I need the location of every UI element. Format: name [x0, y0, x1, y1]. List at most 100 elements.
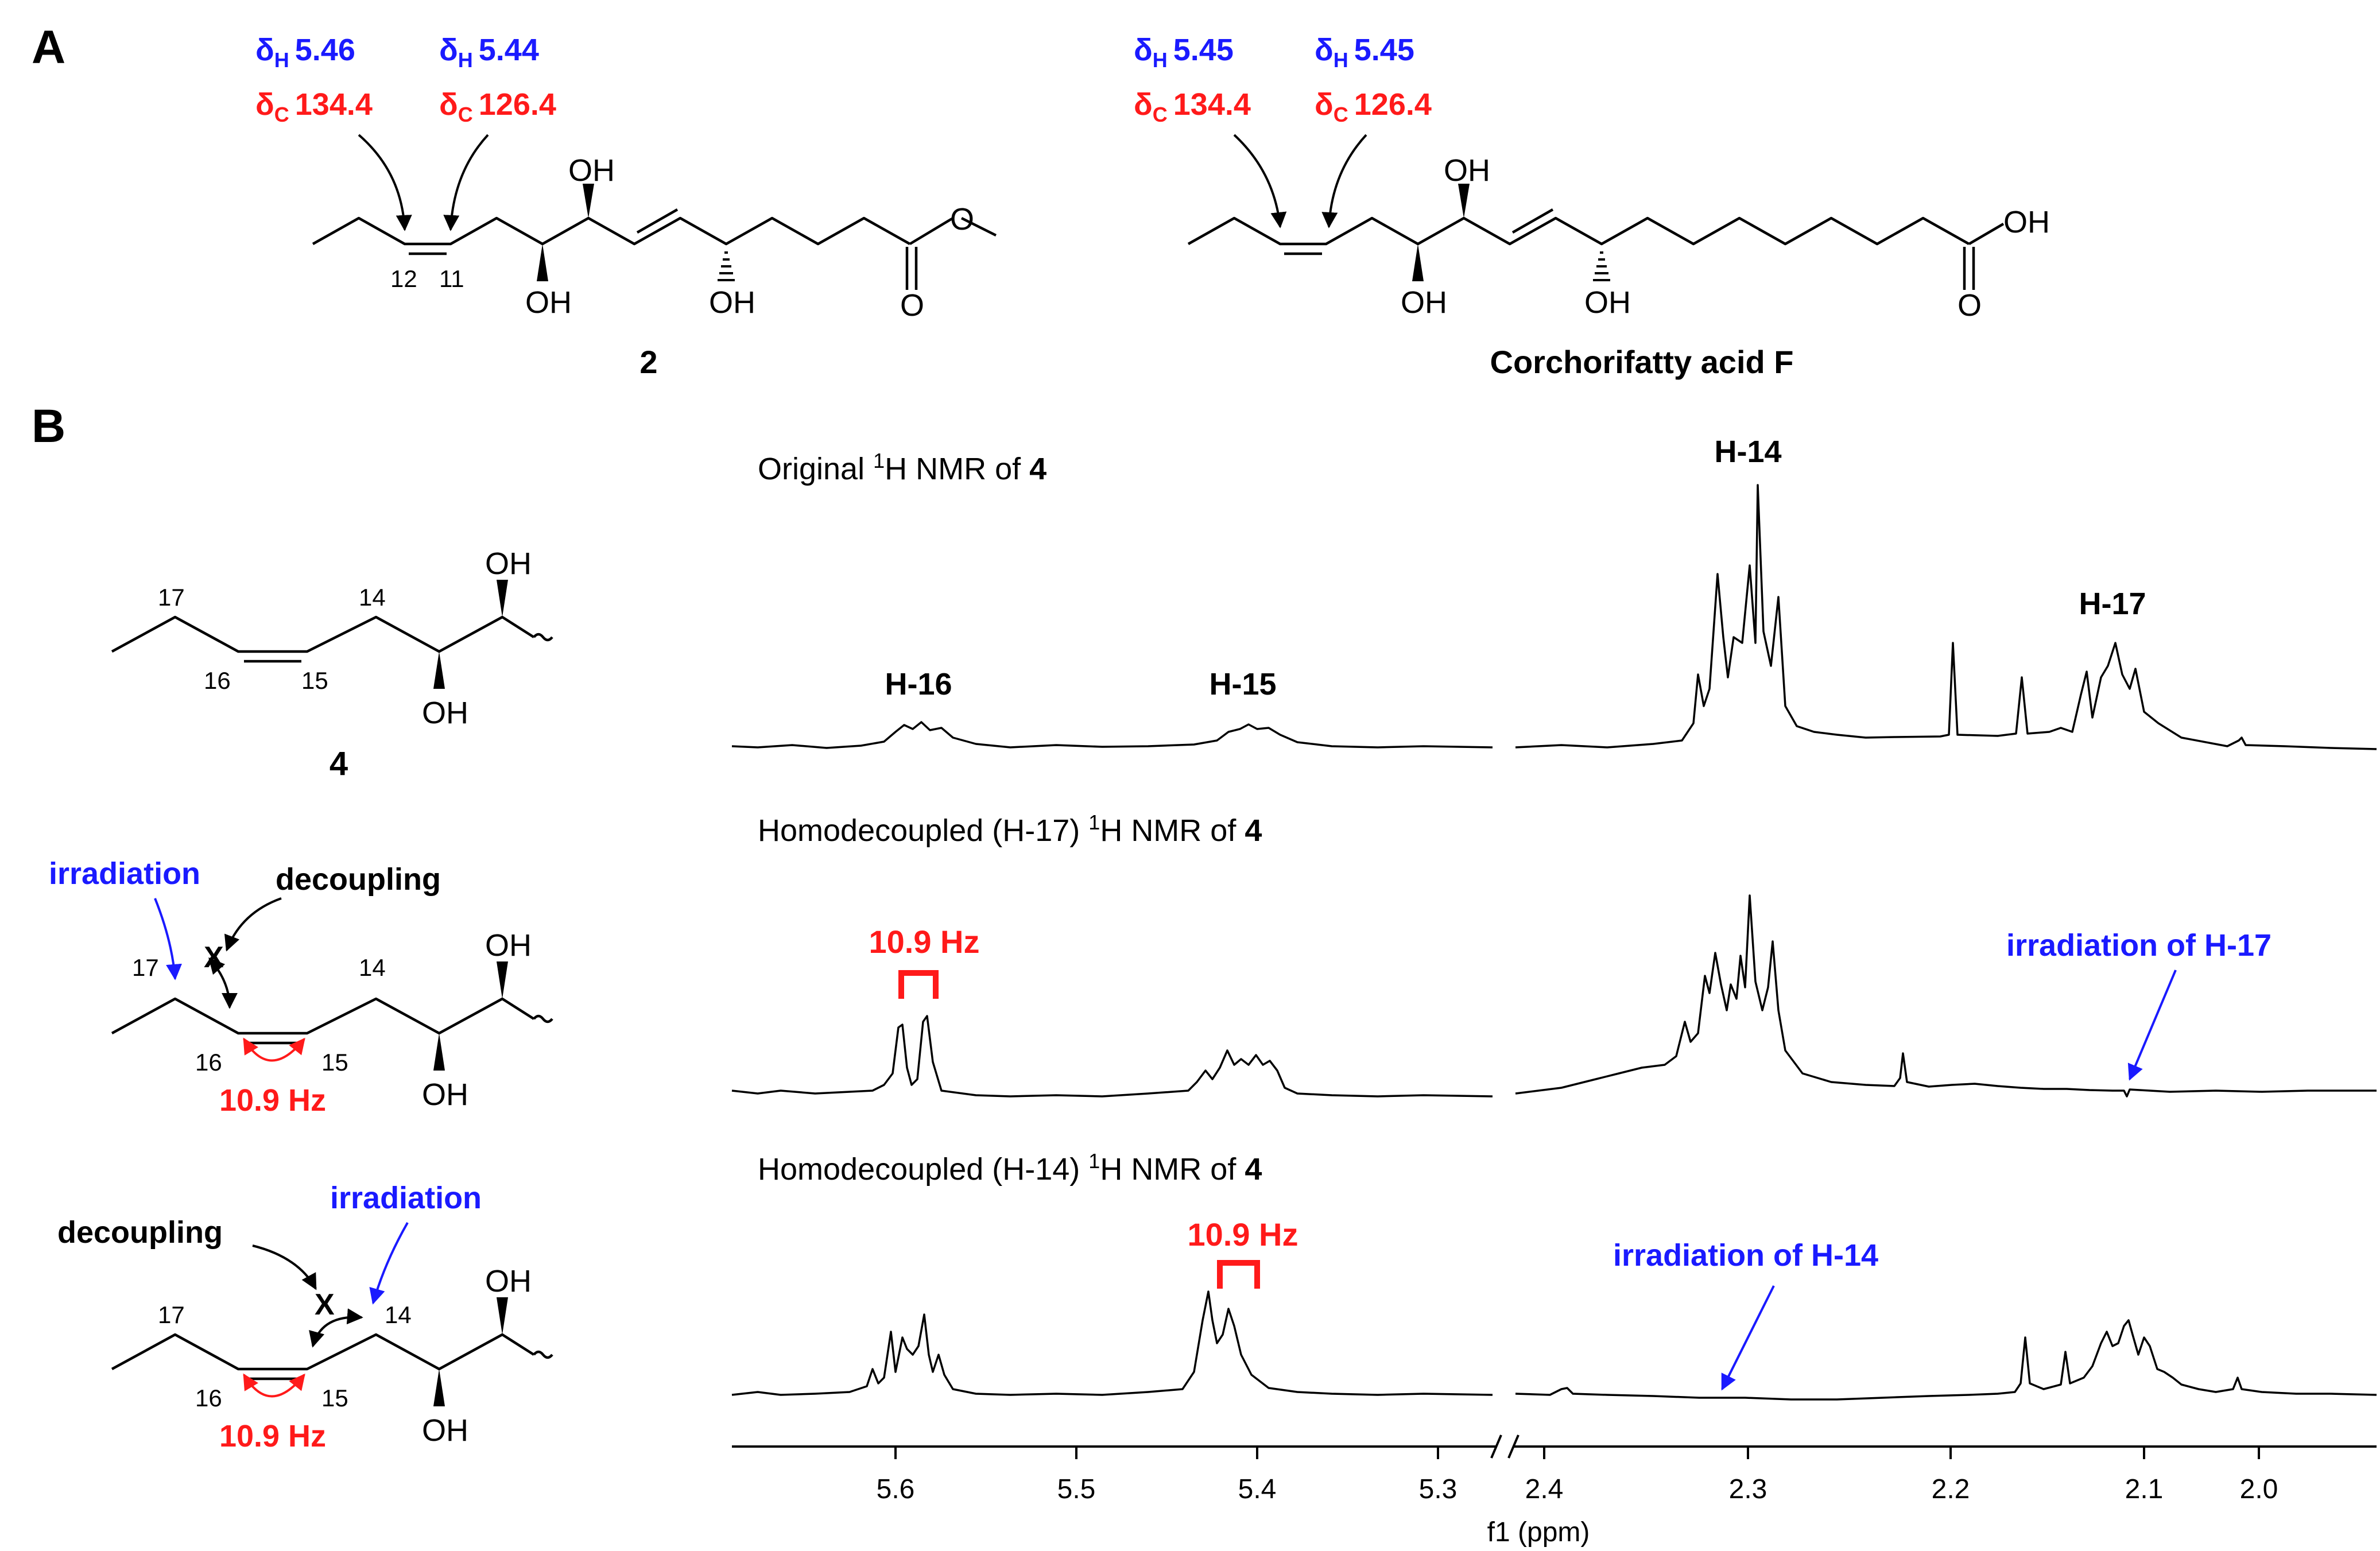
c2-o-carbonyl: O: [900, 288, 924, 323]
s14-atom-16: 16: [195, 1385, 222, 1412]
trace-h14-right: [1515, 1319, 2377, 1401]
compound-4-label: 4: [330, 745, 348, 782]
cf-oh-top: OH: [1444, 153, 1490, 188]
s14-irradiation-arrow: [369, 1222, 409, 1305]
spectrum-h17: [731, 894, 2377, 1098]
compound-2-structure: [312, 208, 997, 290]
s17-atom-17: 17: [132, 954, 159, 981]
cf-wedge-oh1: [1458, 184, 1470, 218]
c2-oh-top: OH: [568, 153, 615, 188]
wedge-c2-oh1: [583, 184, 594, 218]
s14-x-mark: X: [315, 1288, 335, 1321]
c4-atom-16: 16: [204, 667, 231, 694]
c4-atom-15: 15: [301, 667, 328, 694]
arrow-to-c11: [443, 134, 489, 231]
coupling-h16-label: 10.9 Hz: [869, 924, 980, 960]
cf-shift-c-11: δC 126.4: [1315, 87, 1432, 126]
x-tick-2-2-label: 2.2: [1932, 1474, 1970, 1505]
coupling-h15-label: 10.9 Hz: [1188, 1216, 1298, 1253]
x-tick-5-6-label: 5.6: [877, 1474, 915, 1505]
irradiation-h14-label: irradiation of H-14: [1613, 1238, 1878, 1273]
spectrum-original: [731, 484, 2377, 750]
s17-irradiation-label: irradiation: [49, 856, 200, 891]
s14-coupling-label: 10.9 Hz: [219, 1419, 326, 1453]
s14-atom-17: 17: [158, 1301, 185, 1328]
cf-acid-oh: OH: [2003, 205, 2050, 239]
x-tick-2-4-label: 2.4: [1525, 1474, 1564, 1505]
s17-coupling-label: 10.9 Hz: [219, 1083, 326, 1118]
spectrum-title-h14: Homodecoupled (H-14) 1H NMR of 4: [758, 1149, 1262, 1186]
s14-atom-14: 14: [385, 1301, 412, 1328]
s14-irradiation-label: irradiation: [330, 1181, 482, 1215]
corchorifatty-label: Corchorifatty acid F: [1490, 344, 1794, 380]
x-tick-2-1-label: 2.1: [2125, 1474, 2164, 1505]
s14-decoupling-label: decoupling: [57, 1215, 223, 1250]
x-tick-2-0-label: 2.0: [2240, 1474, 2278, 1505]
c4-atom-17: 17: [158, 584, 185, 611]
c4-wedge-top: [497, 580, 508, 617]
cf-oh-hash: OH: [1584, 285, 1631, 320]
cf-shift-h-11: δH 5.45: [1315, 33, 1414, 72]
c4-oh-bottom: OH: [422, 696, 468, 730]
irradiation-h14-arrow: [1721, 1285, 1775, 1391]
cf-arrow-to-c12: [1233, 134, 1287, 228]
cf-shift-c-12: δC 134.4: [1134, 87, 1251, 126]
peak-label-h17: H-17: [2079, 587, 2146, 621]
cf-arrow-to-c11: [1321, 134, 1367, 228]
s17-atom-15: 15: [321, 1049, 348, 1076]
trace-h17-right: [1515, 894, 2377, 1098]
irradiation-h17-arrow: [2127, 970, 2177, 1081]
compound-2-label: 2: [639, 344, 657, 380]
s17-oh-top: OH: [485, 928, 532, 963]
s14-atom-15: 15: [321, 1385, 348, 1412]
s14-wedge-bottom: [433, 1369, 445, 1406]
compound-4-structure: [111, 615, 553, 663]
s17-x-curve: [208, 957, 238, 1009]
peak-label-h14: H-14: [1714, 435, 1781, 469]
x-axis-label: f1 (ppm): [1487, 1517, 1590, 1548]
s17-decoupling-label: decoupling: [276, 862, 441, 897]
x-tick-5-5-label: 5.5: [1057, 1474, 1096, 1505]
c2-atom-11: 11: [439, 265, 464, 292]
hash-c2-oh3: [718, 251, 735, 281]
s17-irradiation-arrow: [154, 898, 183, 980]
corchorifatty-shifts: δH 5.45 δC 134.4 δH 5.45 δC 126.4: [1134, 33, 1432, 126]
c4-atom-14: 14: [359, 584, 386, 611]
shift-h-12: δH 5.46: [255, 33, 355, 72]
c2-oh-bottom: OH: [525, 285, 572, 320]
panel-label-a: A: [32, 21, 65, 73]
s17-coupling-arc: [243, 1037, 305, 1062]
trace-h14-left: [731, 1290, 1493, 1396]
c4-wedge-bottom: [433, 652, 445, 689]
shift-h-11: δH 5.44: [439, 33, 539, 72]
s14-oh-bottom: OH: [422, 1413, 468, 1448]
s14-x-curve: [309, 1308, 363, 1348]
panel-label-b: B: [32, 400, 65, 452]
cf-shift-h-12: δH 5.45: [1134, 33, 1234, 72]
trace-original-left: [731, 721, 1493, 749]
c2-atom-12: 12: [390, 265, 417, 292]
s17-wedge-bottom: [433, 1033, 445, 1071]
scheme-h17-structure: [111, 997, 553, 1045]
s17-decoupling-arrow: [224, 897, 282, 952]
peak-label-h15: H-15: [1209, 667, 1276, 701]
bracket-h16: [898, 970, 939, 999]
c2-o-ester: O: [950, 202, 974, 236]
s14-coupling-arc: [243, 1373, 305, 1398]
x-axis: [732, 1434, 2377, 1459]
axis-break-2: [1507, 1434, 1520, 1459]
spectrum-h14: [731, 1290, 2377, 1401]
spectrum-title-h17: Homodecoupled (H-17) 1H NMR of 4: [758, 811, 1262, 848]
x-tick-5-4-label: 5.4: [1238, 1474, 1277, 1505]
s17-x-mark: X: [204, 941, 224, 974]
c2-oh-hash: OH: [709, 285, 755, 320]
arrow-to-c12: [358, 134, 412, 231]
cf-hash-oh3: [1593, 251, 1610, 281]
peak-label-h16: H-16: [885, 667, 952, 701]
x-tick-2-3-label: 2.3: [1729, 1474, 1767, 1505]
trace-h17-left: [731, 1015, 1493, 1098]
scheme-h14-structure: [111, 1333, 553, 1381]
s14-decoupling-arrow: [252, 1244, 317, 1290]
irradiation-h17-label: irradiation of H-17: [2006, 928, 2272, 963]
